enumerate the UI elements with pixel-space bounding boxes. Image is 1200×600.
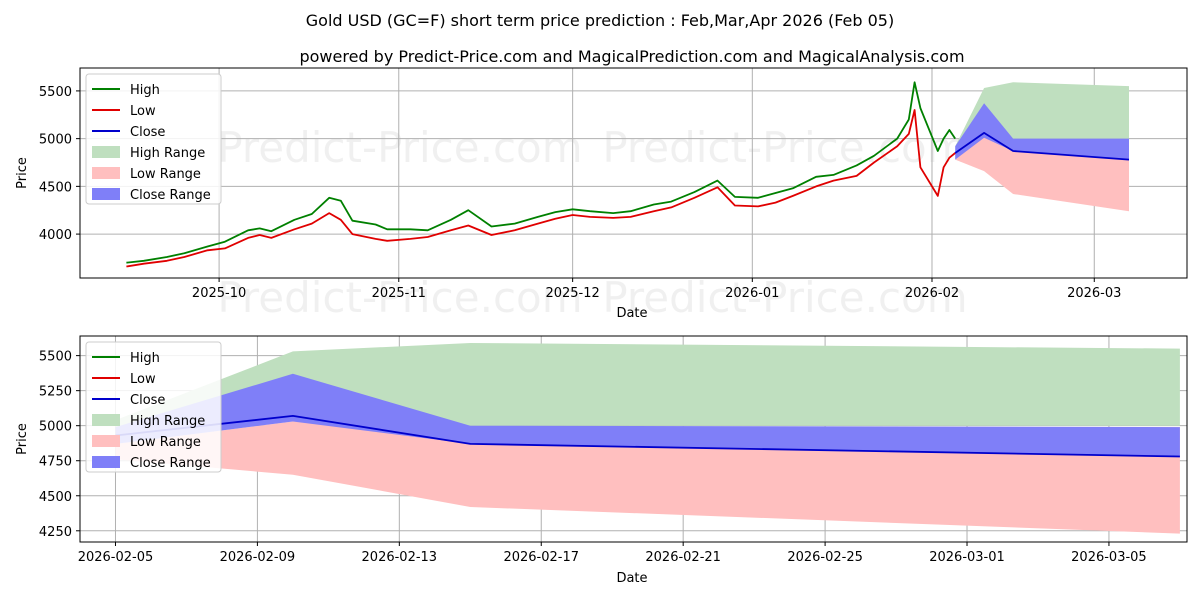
legend-low-range-label: Low Range <box>130 435 201 450</box>
x-tick-label: 2026-03 <box>1067 286 1121 301</box>
bottom-plot-frame <box>79 335 1188 543</box>
legend-high-label: High <box>130 83 160 98</box>
bottom-legend: High Low Close High Range Low Range Close Ran… <box>85 341 222 473</box>
low-series-line <box>126 109 956 268</box>
y-tick-label: 5000 <box>39 420 72 435</box>
x-tick-label: 2026-02-21 <box>645 550 721 565</box>
top-plot-frame <box>79 67 1188 279</box>
close-series-line <box>954 131 1130 161</box>
y-tick-label: 4750 <box>39 455 72 470</box>
close-range-band <box>115 373 1180 457</box>
legend-high-range-label: High Range <box>130 414 205 429</box>
x-tick-label: 2026-02-13 <box>362 550 438 565</box>
legend-low-label: Low <box>130 372 156 387</box>
legend-low-range-swatch <box>92 167 120 179</box>
legend-close-range-label: Close Range <box>130 456 211 471</box>
legend-close-label: Close <box>130 393 165 408</box>
x-tick-label: 2026-01 <box>725 286 779 301</box>
legend-high-range-swatch <box>92 146 120 158</box>
high-series-line <box>126 81 956 264</box>
x-tick-label: 2026-02 <box>905 286 959 301</box>
legend-close-label: Close <box>130 125 165 140</box>
top-price-chart: Predict-Price.com Predict-Price.com Pred… <box>15 67 1188 322</box>
y-tick-label: 4500 <box>39 180 72 195</box>
watermark-top-4: Predict-Price.com <box>602 273 967 322</box>
close-range-band <box>955 103 1129 160</box>
legend-low-label: Low <box>130 104 156 119</box>
x-tick-label: 2026-02-05 <box>78 550 154 565</box>
y-tick-label: 5500 <box>39 350 72 365</box>
x-tick-label: 2026-02-17 <box>503 550 579 565</box>
x-tick-label: 2026-02-25 <box>787 550 863 565</box>
bottom-forecast-chart: Predict-Price.com Predict-Price.com 2026… <box>15 335 1188 586</box>
legend-close-range-swatch <box>92 456 120 468</box>
legend-low-range-label: Low Range <box>130 167 201 182</box>
bottom-y-axis-label: Price <box>15 423 30 455</box>
y-tick-label: 5500 <box>39 85 72 100</box>
legend-low-range-swatch <box>92 435 120 447</box>
legend-close-range-label: Close Range <box>130 188 211 203</box>
legend-high-label: High <box>130 351 160 366</box>
chart-title: Gold USD (GC=F) short term price predict… <box>306 11 894 30</box>
watermark-top-1: Predict-Price.com <box>217 123 582 172</box>
watermark-top-2: Predict-Price.com <box>602 123 967 172</box>
top-x-axis-label: Date <box>616 306 647 321</box>
legend-high-range-label: High Range <box>130 146 205 161</box>
x-tick-label: 2025-12 <box>545 286 599 301</box>
top-y-axis-label: Price <box>15 157 30 189</box>
chart-subtitle: powered by Predict-Price.com and Magical… <box>299 47 964 66</box>
x-tick-label: 2026-02-09 <box>220 550 296 565</box>
bottom-x-axis-label: Date <box>616 571 647 586</box>
top-legend: High Low Close High Range Low Range Close Ran… <box>85 73 222 205</box>
watermark-top-3: Predict-Price.com <box>217 273 582 322</box>
x-tick-label: 2025-10 <box>192 286 246 301</box>
x-tick-label: 2025-11 <box>372 286 426 301</box>
y-tick-label: 4250 <box>39 525 72 540</box>
y-tick-label: 5000 <box>39 133 72 148</box>
x-tick-label: 2026-03-05 <box>1071 550 1147 565</box>
y-tick-label: 5250 <box>39 385 72 400</box>
legend-high-range-swatch <box>92 414 120 426</box>
x-tick-label: 2026-03-01 <box>929 550 1005 565</box>
y-tick-label: 4500 <box>39 490 72 505</box>
legend-close-range-swatch <box>92 188 120 200</box>
y-tick-label: 4000 <box>39 228 72 243</box>
